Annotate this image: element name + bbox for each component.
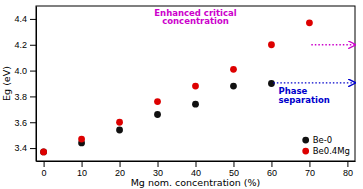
annotation-arrow xyxy=(273,82,355,83)
y-tick-mark xyxy=(30,148,36,149)
x-tick-mark xyxy=(309,161,310,167)
annotations: Enhanced criticalconcentration Phasesepar… xyxy=(154,8,355,105)
y-tick: 3.8 xyxy=(14,92,36,102)
y-tick-label: 3.6 xyxy=(14,118,27,128)
x-tick-mark xyxy=(196,161,197,167)
point xyxy=(192,83,199,90)
legend-swatch xyxy=(302,137,309,144)
series xyxy=(40,19,313,155)
point xyxy=(78,136,85,143)
x-tick-label: 0 xyxy=(42,168,47,178)
y-tick-mark xyxy=(30,45,36,46)
series xyxy=(40,80,275,155)
y-axis: 3.4 3.6 3.8 4.0 4.2 4.4 xyxy=(14,7,36,162)
y-tick-mark xyxy=(30,96,36,97)
x-tick-label: 20 xyxy=(115,168,125,178)
y-axis-title: Eg (eV) xyxy=(1,66,12,101)
annotation-text: Enhanced criticalconcentration xyxy=(154,8,236,27)
x-tick-label: 60 xyxy=(267,168,277,178)
x-tick-mark xyxy=(158,161,159,167)
point xyxy=(154,98,161,105)
y-axis-line xyxy=(36,7,37,162)
y-tick-mark xyxy=(30,71,36,72)
points xyxy=(40,19,313,155)
point xyxy=(192,101,199,108)
annotation-arrow xyxy=(311,44,355,45)
y-tick: 3.4 xyxy=(14,143,36,153)
point xyxy=(268,41,275,48)
x-tick-label: 10 xyxy=(77,168,87,178)
x-tick: 30 xyxy=(153,161,163,178)
point xyxy=(116,127,123,134)
x-tick: 40 xyxy=(191,161,201,178)
x-axis: 0 10 20 30 40 50 60 70 80 xyxy=(37,161,356,178)
point xyxy=(230,66,237,73)
legend: Be-0Be0.4Mg xyxy=(302,135,350,156)
legend-swatch xyxy=(302,148,309,155)
x-tick: 70 xyxy=(305,161,315,178)
x-tick: 20 xyxy=(115,161,125,178)
x-tick: 80 xyxy=(343,161,353,178)
y-tick: 3.6 xyxy=(14,118,36,128)
plot-frame xyxy=(36,6,355,161)
annotation-text: Phaseseparation xyxy=(278,86,329,105)
chart: 0 10 20 30 40 50 60 70 80 3.4 3.6 3.8 4.0 4.2 4.4 Enhan… xyxy=(0,0,363,189)
legend-label: Be0.4Mg xyxy=(313,146,350,156)
x-tick-mark xyxy=(120,161,121,167)
x-tick: 0 xyxy=(42,161,47,178)
point xyxy=(116,119,123,126)
y-tick-label: 4.4 xyxy=(14,14,27,24)
point xyxy=(230,83,237,90)
point xyxy=(306,19,313,26)
y-tick-mark xyxy=(30,122,36,123)
y-tick: 4.4 xyxy=(14,14,36,24)
x-tick-mark xyxy=(347,161,348,167)
x-tick: 50 xyxy=(229,161,239,178)
plot: 0 10 20 30 40 50 60 70 80 3.4 3.6 3.8 4.0 4.2 4.4 Enhan… xyxy=(14,6,355,178)
point xyxy=(40,149,47,156)
legend-item: Be-0 xyxy=(302,135,332,145)
point xyxy=(154,111,161,118)
x-tick-mark xyxy=(271,161,272,167)
legend-label: Be-0 xyxy=(313,135,333,145)
x-tick-label: 70 xyxy=(305,168,315,178)
y-tick-label: 3.8 xyxy=(14,92,27,102)
y-tick: 4.2 xyxy=(14,40,36,50)
y-tick: 4.0 xyxy=(14,66,36,76)
x-tick: 60 xyxy=(267,161,277,178)
y-tick-mark xyxy=(30,19,36,20)
y-tick-label: 4.0 xyxy=(14,66,27,76)
y-tick-label: 4.2 xyxy=(14,40,27,50)
x-tick-mark xyxy=(44,161,45,167)
x-tick-mark xyxy=(82,161,83,167)
x-tick-mark xyxy=(233,161,234,167)
x-axis-title: Mg nom. concentration (%) xyxy=(131,177,261,188)
y-tick-label: 3.4 xyxy=(14,143,27,153)
x-tick: 10 xyxy=(77,161,87,178)
point xyxy=(40,149,47,156)
legend-item: Be0.4Mg xyxy=(302,146,350,156)
x-tick-label: 80 xyxy=(343,168,353,178)
